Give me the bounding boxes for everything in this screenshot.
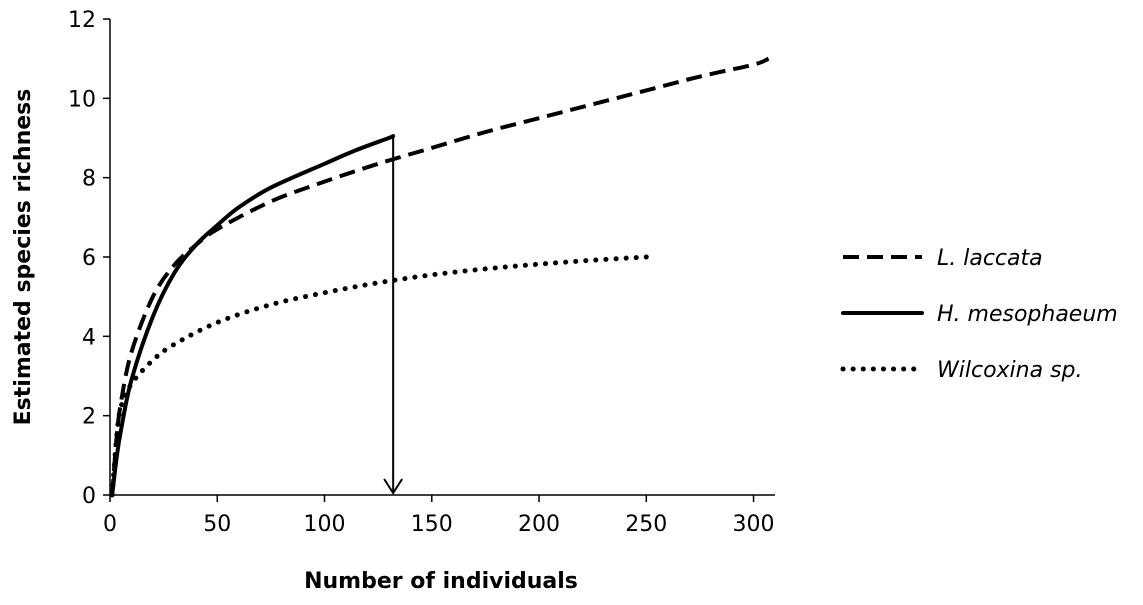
annotation-arrow-head xyxy=(383,478,404,495)
plot-area xyxy=(109,56,770,498)
x-tick-label: 100 xyxy=(304,512,346,537)
legend: L. laccata H. mesophaeum Wilcoxina sp. xyxy=(840,246,1118,383)
y-axis-title: Estimated species richness xyxy=(11,89,36,426)
y-tick-label: 8 xyxy=(82,167,96,192)
x-tick-label: 250 xyxy=(625,512,667,537)
x-tick-label: 150 xyxy=(411,512,453,537)
legend-label-3: Wilcoxina sp. xyxy=(937,358,1083,383)
legend-label-2: H. mesophaeum xyxy=(937,302,1118,327)
x-tick-label: 0 xyxy=(103,512,117,537)
series-line-1 xyxy=(110,56,770,496)
x-tick-label: 200 xyxy=(518,512,560,537)
y-tick-label: 6 xyxy=(82,246,96,271)
y-tick-label: 10 xyxy=(68,87,96,112)
series-line-3 xyxy=(109,254,649,498)
x-tick-label: 300 xyxy=(733,512,775,537)
x-axis-title: Number of individuals xyxy=(304,569,578,594)
axes: 0 2 4 6 8 10 12 0 50 100 150 200 250 300 xyxy=(68,8,775,537)
y-tick-label: 12 xyxy=(68,8,96,33)
series-line-2 xyxy=(110,134,396,497)
legend-label-1: L. laccata xyxy=(937,246,1043,271)
y-tick-label: 2 xyxy=(82,405,96,430)
x-tick-label: 50 xyxy=(203,512,231,537)
y-tick-label: 0 xyxy=(82,484,96,509)
y-tick-label: 4 xyxy=(82,325,96,350)
